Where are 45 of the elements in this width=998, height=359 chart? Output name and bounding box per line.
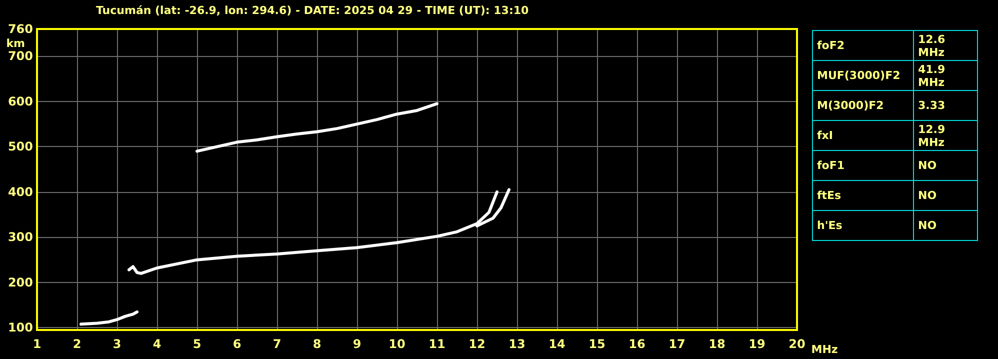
y-tick-label: 600	[8, 94, 33, 108]
x-tick-label: 8	[312, 337, 322, 351]
x-tick-label: 1	[32, 337, 42, 351]
x-tick-label: 2	[72, 337, 82, 351]
text: 3.33	[918, 99, 946, 112]
x-tick-label: 10	[388, 337, 406, 351]
x-tick-label: 16	[628, 337, 646, 351]
x-tick-label: 9	[352, 337, 362, 351]
category-label: M(3000)F2	[812, 90, 914, 120]
category-label: foF1	[812, 150, 914, 180]
x-tick-label: 6	[232, 337, 242, 351]
x-tick-label: 15	[588, 337, 606, 351]
x-tick-label: 11	[428, 337, 446, 351]
category-label: h'Es	[812, 210, 914, 240]
y-tick-label: 300	[8, 230, 33, 244]
y-tick-label: 700	[8, 49, 33, 64]
x-tick-label: 4	[152, 337, 162, 351]
x-tick-label: 14	[548, 337, 566, 351]
x-tick-label: 19	[748, 337, 766, 351]
text: NO	[918, 219, 937, 232]
text: 12.9 MHz	[918, 122, 946, 148]
category-label: MUF(3000)F2	[812, 60, 914, 90]
x-tick-label: 7	[272, 337, 282, 351]
category-label: fxI	[812, 120, 914, 150]
y-tick-label: 400	[8, 184, 33, 199]
y-tick-label: 500	[8, 140, 33, 154]
x-tick-label: 5	[192, 337, 202, 351]
x-axis-title: MHz	[811, 343, 838, 356]
chart-title: Tucumán (lat: -26.9, lon: 294.6) - DATE: 2025 04 29 - TIME (UT): 13:10	[96, 4, 529, 17]
x-tick-label: 3	[112, 337, 122, 351]
text: 12.6 MHz	[918, 32, 946, 58]
text: 41.9 MHz	[918, 62, 946, 88]
y-tick-label: 100	[8, 320, 33, 335]
text: NO	[918, 189, 937, 202]
x-tick-label: 20	[788, 337, 806, 351]
y-axis-title: km	[6, 37, 25, 50]
y-tick-label: 760	[8, 22, 33, 36]
x-tick-label: 13	[508, 337, 526, 351]
x-tick-label: 17	[668, 337, 686, 351]
x-tick-label: 12	[468, 337, 486, 351]
category-label: foF2	[812, 30, 914, 60]
y-tick-label: 200	[8, 275, 33, 290]
text: NO	[918, 159, 937, 172]
category-label: ftEs	[812, 180, 914, 210]
x-tick-label: 18	[708, 337, 726, 351]
